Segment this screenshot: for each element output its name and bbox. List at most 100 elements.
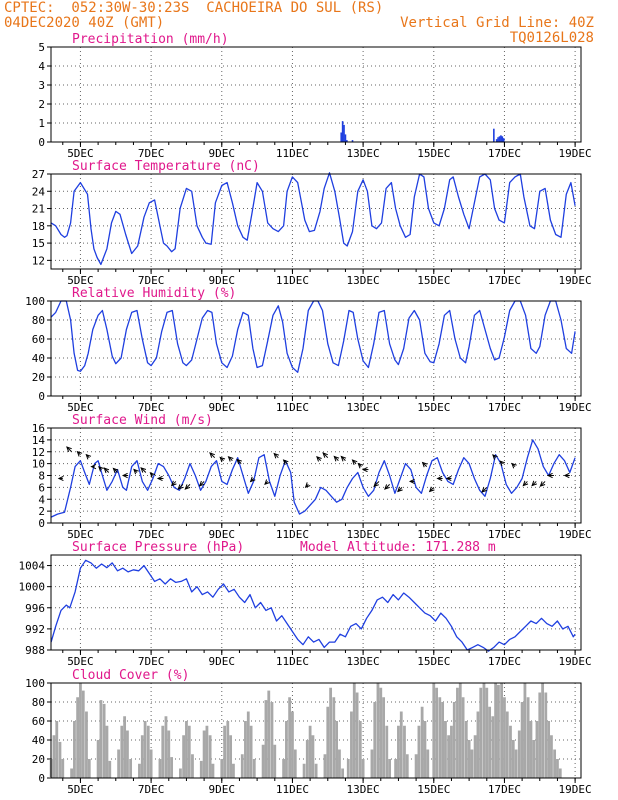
- panel-frame: [50, 682, 582, 779]
- cloud-bar: [438, 697, 442, 778]
- cloud-bar: [558, 768, 562, 778]
- wind-arrow-head: [481, 487, 487, 493]
- wind-arrow-head: [397, 486, 403, 493]
- cloud-bar: [535, 721, 539, 778]
- cloud-bar: [473, 735, 477, 778]
- cloud-bar: [520, 702, 524, 778]
- wind-arrow-head: [57, 475, 64, 482]
- cloud-bar: [187, 725, 191, 778]
- cloud-bar: [394, 759, 398, 778]
- y-tick-label: 12: [32, 446, 45, 459]
- precip-bar: [500, 135, 502, 142]
- y-tick-label: 988: [25, 644, 45, 657]
- cloud-bar: [341, 768, 345, 778]
- x-tick-label: 15DEC: [417, 274, 450, 287]
- y-tick-label: 1: [38, 117, 45, 130]
- cloud-bar: [99, 700, 103, 778]
- precip-bar: [493, 128, 495, 142]
- cloud-bar: [52, 735, 56, 778]
- cloud-bar: [202, 730, 206, 778]
- y-tick-label: 18: [32, 220, 45, 233]
- cloud-bar: [464, 721, 468, 778]
- cloud-bar: [405, 754, 409, 778]
- wind-arrow-head: [227, 455, 234, 462]
- x-tick-label: 13DEC: [347, 147, 380, 160]
- cloud-bar: [335, 721, 339, 778]
- y-tick-label: 16: [32, 422, 45, 435]
- cloud-bar: [220, 759, 224, 778]
- wind-arrow-head: [177, 484, 184, 490]
- cloud-bar: [191, 754, 194, 778]
- wind-arrow-head: [66, 446, 72, 452]
- x-tick-label: 7DEC: [138, 274, 165, 287]
- x-tick-label: 17DEC: [488, 401, 521, 414]
- panel-title: Cloud Cover (%): [72, 668, 189, 683]
- wind-arrow-head: [304, 482, 311, 489]
- cloud-bar: [76, 697, 80, 778]
- cloud-bar: [140, 735, 144, 778]
- cloud-bar: [267, 690, 271, 778]
- y-tick-label: 12: [32, 254, 45, 267]
- cloud-bar: [329, 687, 333, 778]
- cloud-bar: [288, 697, 292, 778]
- cloud-bar: [423, 721, 427, 778]
- cloud-bar: [138, 763, 141, 778]
- cloud-bar: [305, 740, 309, 778]
- x-tick-label: 15DEC: [417, 528, 450, 541]
- y-tick-label: 0: [38, 390, 45, 403]
- y-tick-label: 15: [32, 237, 45, 250]
- cloud-bar: [311, 735, 315, 778]
- y-tick-label: 100: [25, 677, 45, 690]
- cloud-bar: [541, 683, 545, 778]
- cloud-bar: [120, 725, 124, 778]
- x-tick-label: 11DEC: [276, 401, 309, 414]
- wind-arrow-head: [539, 481, 546, 487]
- cloud-bar: [70, 768, 74, 778]
- y-tick-label: 100: [25, 295, 45, 308]
- y-tick-label: 40: [32, 352, 45, 365]
- wind-arrow-head: [373, 481, 379, 488]
- cloud-bar: [229, 735, 233, 778]
- cloud-bar: [123, 716, 127, 778]
- cloud-bar: [61, 759, 65, 778]
- cloud-bar: [285, 721, 288, 778]
- cloud-bar: [73, 721, 76, 778]
- x-tick-label: 19DEC: [559, 274, 592, 287]
- cloud-bar: [505, 711, 509, 778]
- cloud-bar: [526, 697, 530, 778]
- cloud-bar: [232, 763, 235, 778]
- cloud-bar: [55, 721, 59, 778]
- y-tick-label: 5: [38, 41, 45, 54]
- cloud-bar: [346, 759, 350, 778]
- x-tick-label: 11DEC: [276, 783, 309, 796]
- x-tick-label: 17DEC: [488, 655, 521, 668]
- series-line: [50, 300, 576, 373]
- cloud-bar: [482, 683, 486, 778]
- panel-frame: [50, 173, 582, 270]
- wind-arrow-head: [492, 454, 498, 460]
- precip-bar: [341, 121, 344, 142]
- cloud-bar: [81, 690, 85, 778]
- cloud-bar: [361, 759, 365, 778]
- cloud-bar: [461, 697, 465, 778]
- cloud-bar: [167, 730, 171, 778]
- cloud-bar: [511, 740, 515, 778]
- panel-frame: [50, 300, 582, 397]
- x-tick-label: 13DEC: [347, 528, 380, 541]
- wind-arrow-head: [209, 452, 215, 458]
- series-line: [50, 439, 576, 518]
- cloud-bar: [435, 687, 439, 778]
- x-tick-label: 9DEC: [209, 401, 236, 414]
- cloud-bar: [544, 692, 548, 778]
- cloud-bar: [208, 735, 212, 778]
- wind-arrow-head: [85, 453, 92, 460]
- cloud-bar: [87, 759, 91, 778]
- vertical-grid-note: Vertical Grid Line: 40Z: [400, 15, 594, 31]
- wind-arrow-head: [421, 461, 428, 468]
- panel-frame: [50, 427, 582, 524]
- wind-arrow-head: [546, 472, 553, 479]
- cloud-bar: [164, 716, 168, 778]
- cloud-bar: [432, 683, 436, 778]
- y-tick-label: 27: [32, 168, 45, 181]
